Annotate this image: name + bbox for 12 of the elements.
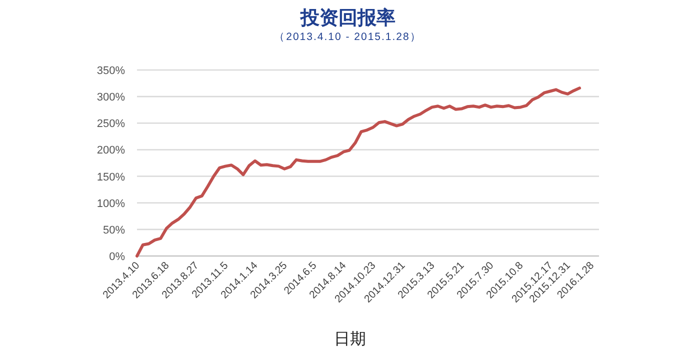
y-tick-label: 100% — [96, 198, 126, 210]
y-tick-label: 350% — [96, 65, 126, 77]
y-tick-label: 150% — [96, 171, 126, 184]
y-tick-label: 250% — [96, 118, 126, 130]
chart-subtitle: （2013.4.10 - 2015.1.28） — [274, 31, 422, 43]
y-tick-label: 0% — [109, 251, 126, 263]
x-axis-title: 日期 — [334, 330, 366, 348]
y-tick-label: 200% — [96, 144, 126, 157]
y-tick-label: 300% — [96, 92, 126, 104]
y-tick-label: 50% — [102, 224, 126, 236]
chart-title: 投资回报率 — [300, 7, 396, 29]
line-series — [136, 86, 582, 258]
